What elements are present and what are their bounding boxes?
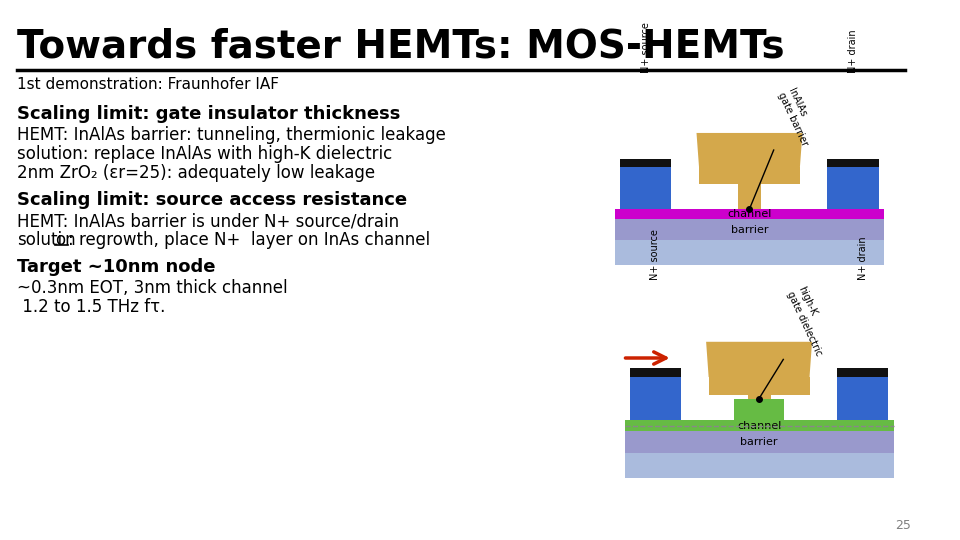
Text: Scaling limit: gate insulator thickness: Scaling limit: gate insulator thickness: [17, 105, 400, 123]
Text: N+ source: N+ source: [641, 22, 651, 73]
Text: channel: channel: [728, 209, 772, 219]
Text: HEMT: InAlAs barrier: tunneling, thermionic leakage: HEMT: InAlAs barrier: tunneling, thermio…: [17, 126, 446, 144]
Text: Target ~10nm node: Target ~10nm node: [17, 258, 216, 276]
Bar: [630, 368, 681, 377]
Text: InAlAs
gate barrier: InAlAs gate barrier: [776, 86, 820, 148]
Bar: [708, 377, 809, 395]
Bar: [828, 167, 878, 209]
Bar: [837, 377, 888, 420]
Bar: [625, 431, 894, 453]
Text: HEMT: InAlAs barrier is under N+ source/drain: HEMT: InAlAs barrier is under N+ source/…: [17, 212, 399, 230]
Text: on: on: [55, 231, 76, 249]
Bar: [620, 159, 671, 167]
Bar: [738, 184, 761, 209]
Text: 25: 25: [895, 519, 911, 532]
Bar: [620, 167, 671, 209]
Text: channel: channel: [737, 421, 781, 430]
Text: 1.2 to 1.5 THz fτ.: 1.2 to 1.5 THz fτ.: [17, 298, 166, 316]
Bar: [734, 399, 784, 420]
Text: 1st demonstration: Fraunhofer IAF: 1st demonstration: Fraunhofer IAF: [17, 77, 279, 92]
Polygon shape: [697, 133, 803, 167]
Bar: [625, 420, 894, 431]
Bar: [828, 159, 878, 167]
Text: : regrowth, place N+  layer on InAs channel: : regrowth, place N+ layer on InAs chann…: [67, 231, 430, 249]
Bar: [625, 453, 894, 478]
Polygon shape: [707, 342, 812, 377]
Text: Towards faster HEMTs: MOS-HEMTs: Towards faster HEMTs: MOS-HEMTs: [17, 28, 785, 66]
Bar: [615, 240, 884, 265]
Bar: [748, 395, 771, 399]
Text: 2nm ZrO₂ (εr=25): adequately low leakage: 2nm ZrO₂ (εr=25): adequately low leakage: [17, 164, 375, 182]
Text: soluti: soluti: [17, 231, 62, 249]
Text: Scaling limit: source access resistance: Scaling limit: source access resistance: [17, 191, 407, 209]
Text: solution: replace InAlAs with high-K dielectric: solution: replace InAlAs with high-K die…: [17, 145, 393, 163]
Text: barrier: barrier: [731, 225, 768, 235]
Text: N+ drain: N+ drain: [848, 29, 858, 73]
Text: ~0.3nm EOT, 3nm thick channel: ~0.3nm EOT, 3nm thick channel: [17, 279, 288, 297]
Text: barrier: barrier: [740, 437, 778, 447]
Bar: [699, 167, 800, 184]
Text: N+ source: N+ source: [651, 229, 660, 280]
Bar: [615, 219, 884, 240]
Bar: [837, 368, 888, 377]
Bar: [630, 377, 681, 420]
Bar: [615, 209, 884, 219]
Text: N+ drain: N+ drain: [857, 237, 868, 280]
Text: high-K
gate dielectric: high-K gate dielectric: [785, 285, 834, 357]
